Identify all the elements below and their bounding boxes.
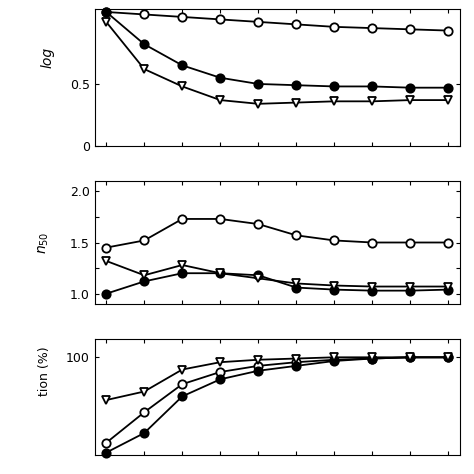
Y-axis label: $n_{50}$: $n_{50}$ xyxy=(36,231,51,254)
Y-axis label: tion (%): tion (%) xyxy=(38,346,51,396)
Y-axis label: log: log xyxy=(41,47,55,68)
